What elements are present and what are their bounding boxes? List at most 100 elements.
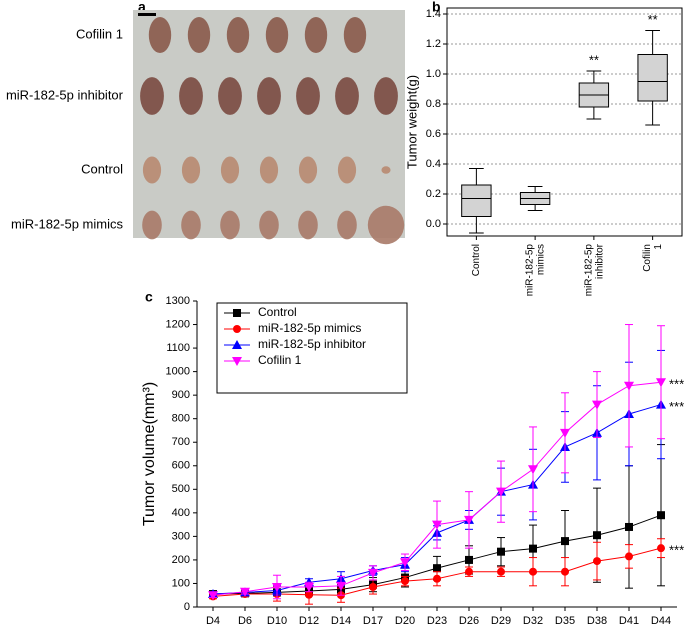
x-tick-label: miR-182-5pinhibitor xyxy=(583,243,605,296)
row-label: Control xyxy=(81,161,123,176)
x-tick-label: miR-182-5pmimics xyxy=(524,244,546,297)
y-tick-label: 0.8 xyxy=(426,98,441,110)
scale-bar xyxy=(138,13,156,16)
marker xyxy=(593,531,601,540)
y-tick-label: 1000 xyxy=(166,366,190,378)
marker xyxy=(233,325,241,333)
y-tick-label: 0.4 xyxy=(426,158,441,170)
marker xyxy=(657,511,665,520)
marker xyxy=(240,587,250,597)
row-label: miR-182-5p mimics xyxy=(11,216,123,231)
x-tick-label: D4 xyxy=(206,615,220,627)
tumor xyxy=(367,205,405,245)
panel-label: c xyxy=(145,289,153,305)
plot-frame xyxy=(446,7,683,237)
legend-label: Control xyxy=(258,305,297,319)
tumor xyxy=(220,156,240,184)
x-tick-label: D6 xyxy=(238,615,252,627)
significance: *** xyxy=(669,543,684,558)
tumor xyxy=(296,77,320,115)
panel-label: a xyxy=(138,0,146,15)
tumor xyxy=(257,77,281,115)
tumor xyxy=(298,210,318,240)
box xyxy=(637,54,668,102)
y-tick-label: 1300 xyxy=(166,295,190,307)
y-tick-label: 500 xyxy=(172,483,190,495)
tumor xyxy=(374,77,398,115)
x-tick-label: D20 xyxy=(395,615,415,627)
y-tick-label: 0.6 xyxy=(426,128,441,140)
x-tick-label: D44 xyxy=(651,615,671,627)
y-tick-label: 300 xyxy=(172,530,190,542)
legend-label: Cofilin 1 xyxy=(258,353,302,367)
x-tick-label: D41 xyxy=(619,615,639,627)
tumor xyxy=(142,210,162,240)
marker xyxy=(497,567,505,576)
x-tick-label: D35 xyxy=(555,615,575,627)
tumor xyxy=(265,17,289,53)
marker xyxy=(304,582,314,592)
marker xyxy=(465,555,473,564)
row-label: Cofilin 1 xyxy=(76,26,123,41)
marker xyxy=(528,465,538,475)
significance: ** xyxy=(648,12,658,27)
legend-label: miR-182-5p mimics xyxy=(258,321,361,335)
tumor xyxy=(337,156,357,184)
significance: *** xyxy=(669,399,684,414)
tumor xyxy=(381,166,391,174)
tumor xyxy=(181,156,201,184)
y-tick-label: 400 xyxy=(172,507,190,519)
y-tick-label: 600 xyxy=(172,460,190,472)
marker xyxy=(432,520,442,530)
tumor xyxy=(335,77,359,115)
marker xyxy=(529,567,537,576)
y-tick-label: 800 xyxy=(172,413,190,425)
tumor xyxy=(304,17,328,53)
marker xyxy=(369,582,377,591)
tumor xyxy=(187,17,211,53)
y-tick-label: 1.0 xyxy=(426,68,441,80)
marker xyxy=(208,591,218,601)
x-tick-label: D32 xyxy=(523,615,543,627)
marker xyxy=(593,557,601,566)
tumor xyxy=(140,77,164,115)
legend-box xyxy=(216,302,408,394)
marker xyxy=(433,564,441,573)
marker xyxy=(496,487,506,497)
marker xyxy=(625,552,633,561)
y-tick-label: 1.4 xyxy=(426,8,441,20)
tumor xyxy=(220,210,240,240)
x-tick-label: D12 xyxy=(299,615,319,627)
x-tick-label: D17 xyxy=(363,615,383,627)
y-tick-label: 0.0 xyxy=(426,218,441,230)
tumor xyxy=(337,210,357,240)
marker xyxy=(272,582,282,592)
y-tick-label: 700 xyxy=(172,436,190,448)
y-tick-label: 900 xyxy=(172,389,190,401)
legend-label: miR-182-5p inhibitor xyxy=(258,337,366,351)
y-tick-label: 200 xyxy=(172,554,190,566)
marker xyxy=(305,590,313,599)
y-tick-label: 0 xyxy=(184,601,190,613)
marker xyxy=(592,400,602,410)
tumor xyxy=(226,17,250,53)
marker xyxy=(233,309,241,317)
y-tick-label: 100 xyxy=(172,577,190,589)
tumor xyxy=(179,77,203,115)
marker xyxy=(656,378,666,388)
row-label: miR-182-5p inhibitor xyxy=(6,87,124,102)
marker xyxy=(497,547,505,556)
x-tick-label: D14 xyxy=(331,615,351,627)
tumor xyxy=(148,17,172,53)
x-tick-label: D29 xyxy=(491,615,511,627)
tumor xyxy=(298,156,318,184)
marker xyxy=(400,558,410,568)
marker xyxy=(465,567,473,576)
marker xyxy=(368,568,378,578)
y-axis-label: Tumor volume(mm³) xyxy=(141,382,158,526)
marker xyxy=(433,574,441,583)
marker xyxy=(336,581,346,591)
marker xyxy=(560,428,570,438)
marker xyxy=(401,577,409,586)
